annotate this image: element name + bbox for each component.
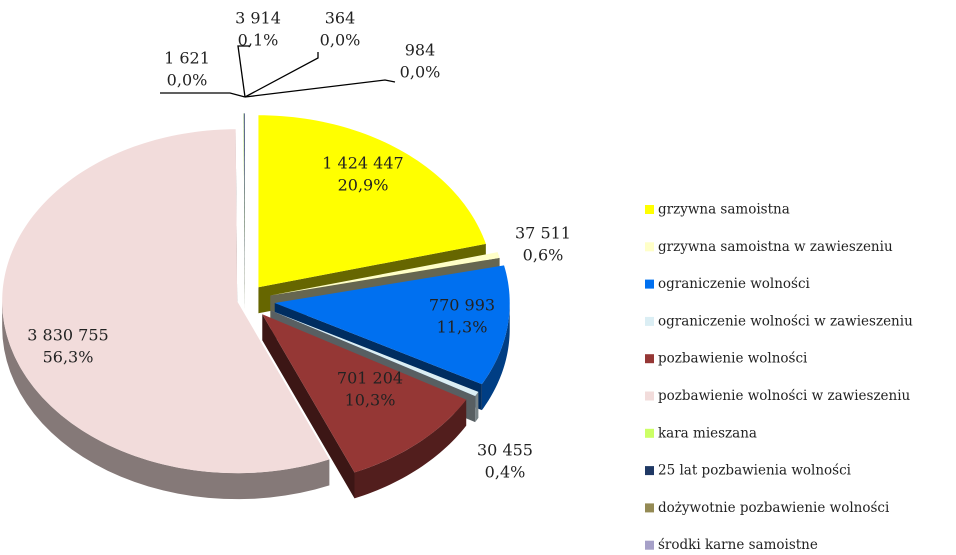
- legend-swatch: [645, 540, 654, 550]
- data-label: 3 830 755: [27, 326, 108, 345]
- percent-label: 10,3%: [345, 391, 396, 410]
- data-label: 770 993: [429, 296, 495, 315]
- percent-label: 0,0%: [167, 71, 208, 90]
- legend-label: 25 lat pozbawienia wolności: [658, 463, 852, 479]
- slice: [271, 310, 479, 397]
- legend-label: ograniczenie wolności: [658, 276, 811, 292]
- legend-label: pozbawienie wolności: [658, 351, 808, 367]
- slice: [2, 129, 330, 474]
- legend-label: ograniczenie wolności w zawieszeniu: [658, 313, 913, 329]
- legend-swatch: [645, 242, 654, 252]
- legend-swatch: [645, 391, 654, 401]
- legend-label: pozbawienie wolności w zawieszeniu: [658, 388, 911, 404]
- data-label: 30 455: [477, 441, 533, 460]
- leader-line: [237, 45, 250, 98]
- percent-label: 56,3%: [43, 348, 94, 367]
- leader-line: [244, 52, 319, 98]
- legend-swatch: [645, 428, 654, 438]
- slice-side: [2, 301, 330, 500]
- percent-label: 11,3%: [437, 318, 488, 337]
- legend-swatch: [645, 279, 654, 289]
- legend-swatch: [645, 466, 654, 476]
- slice-side: [354, 399, 467, 499]
- slice: [270, 252, 500, 296]
- leader-line: [244, 79, 396, 98]
- percent-label: 0,1%: [238, 31, 279, 50]
- slice-side: [475, 391, 479, 423]
- data-label: 1 621: [164, 49, 210, 68]
- legend-swatch: [645, 316, 654, 326]
- percent-label: 0,4%: [485, 463, 526, 482]
- data-label: 37 511: [515, 224, 571, 243]
- data-label: 984: [405, 41, 436, 60]
- data-label: 3 914: [235, 9, 281, 28]
- legend-label: środki karne samoistne: [658, 537, 818, 553]
- slice: [262, 314, 467, 473]
- pie-tops: [2, 113, 510, 474]
- percent-label: 20,9%: [338, 176, 389, 195]
- slice: [243, 113, 245, 286]
- slice: [274, 265, 510, 385]
- leader-line: [160, 92, 246, 98]
- data-label: 701 204: [337, 369, 403, 388]
- slice: [243, 113, 245, 286]
- legend-label: grzywna samoistna: [658, 202, 790, 218]
- slice-side: [481, 302, 510, 411]
- data-label: 364: [325, 9, 356, 28]
- legend-label: kara mieszana: [658, 425, 757, 441]
- percent-label: 0,0%: [320, 31, 361, 50]
- slice: [258, 115, 486, 288]
- slice-wall: [262, 314, 355, 499]
- legend-label: dożywotnie pozbawienie wolności: [658, 500, 890, 516]
- legend-swatch: [645, 354, 654, 364]
- percent-label: 0,0%: [400, 63, 441, 82]
- legend-swatch: [645, 503, 654, 513]
- legend-label: grzywna samoistna w zawieszeniu: [658, 239, 893, 255]
- legend-swatch: [645, 205, 654, 214]
- data-label: 1 424 447: [322, 154, 403, 173]
- percent-label: 0,6%: [523, 246, 564, 265]
